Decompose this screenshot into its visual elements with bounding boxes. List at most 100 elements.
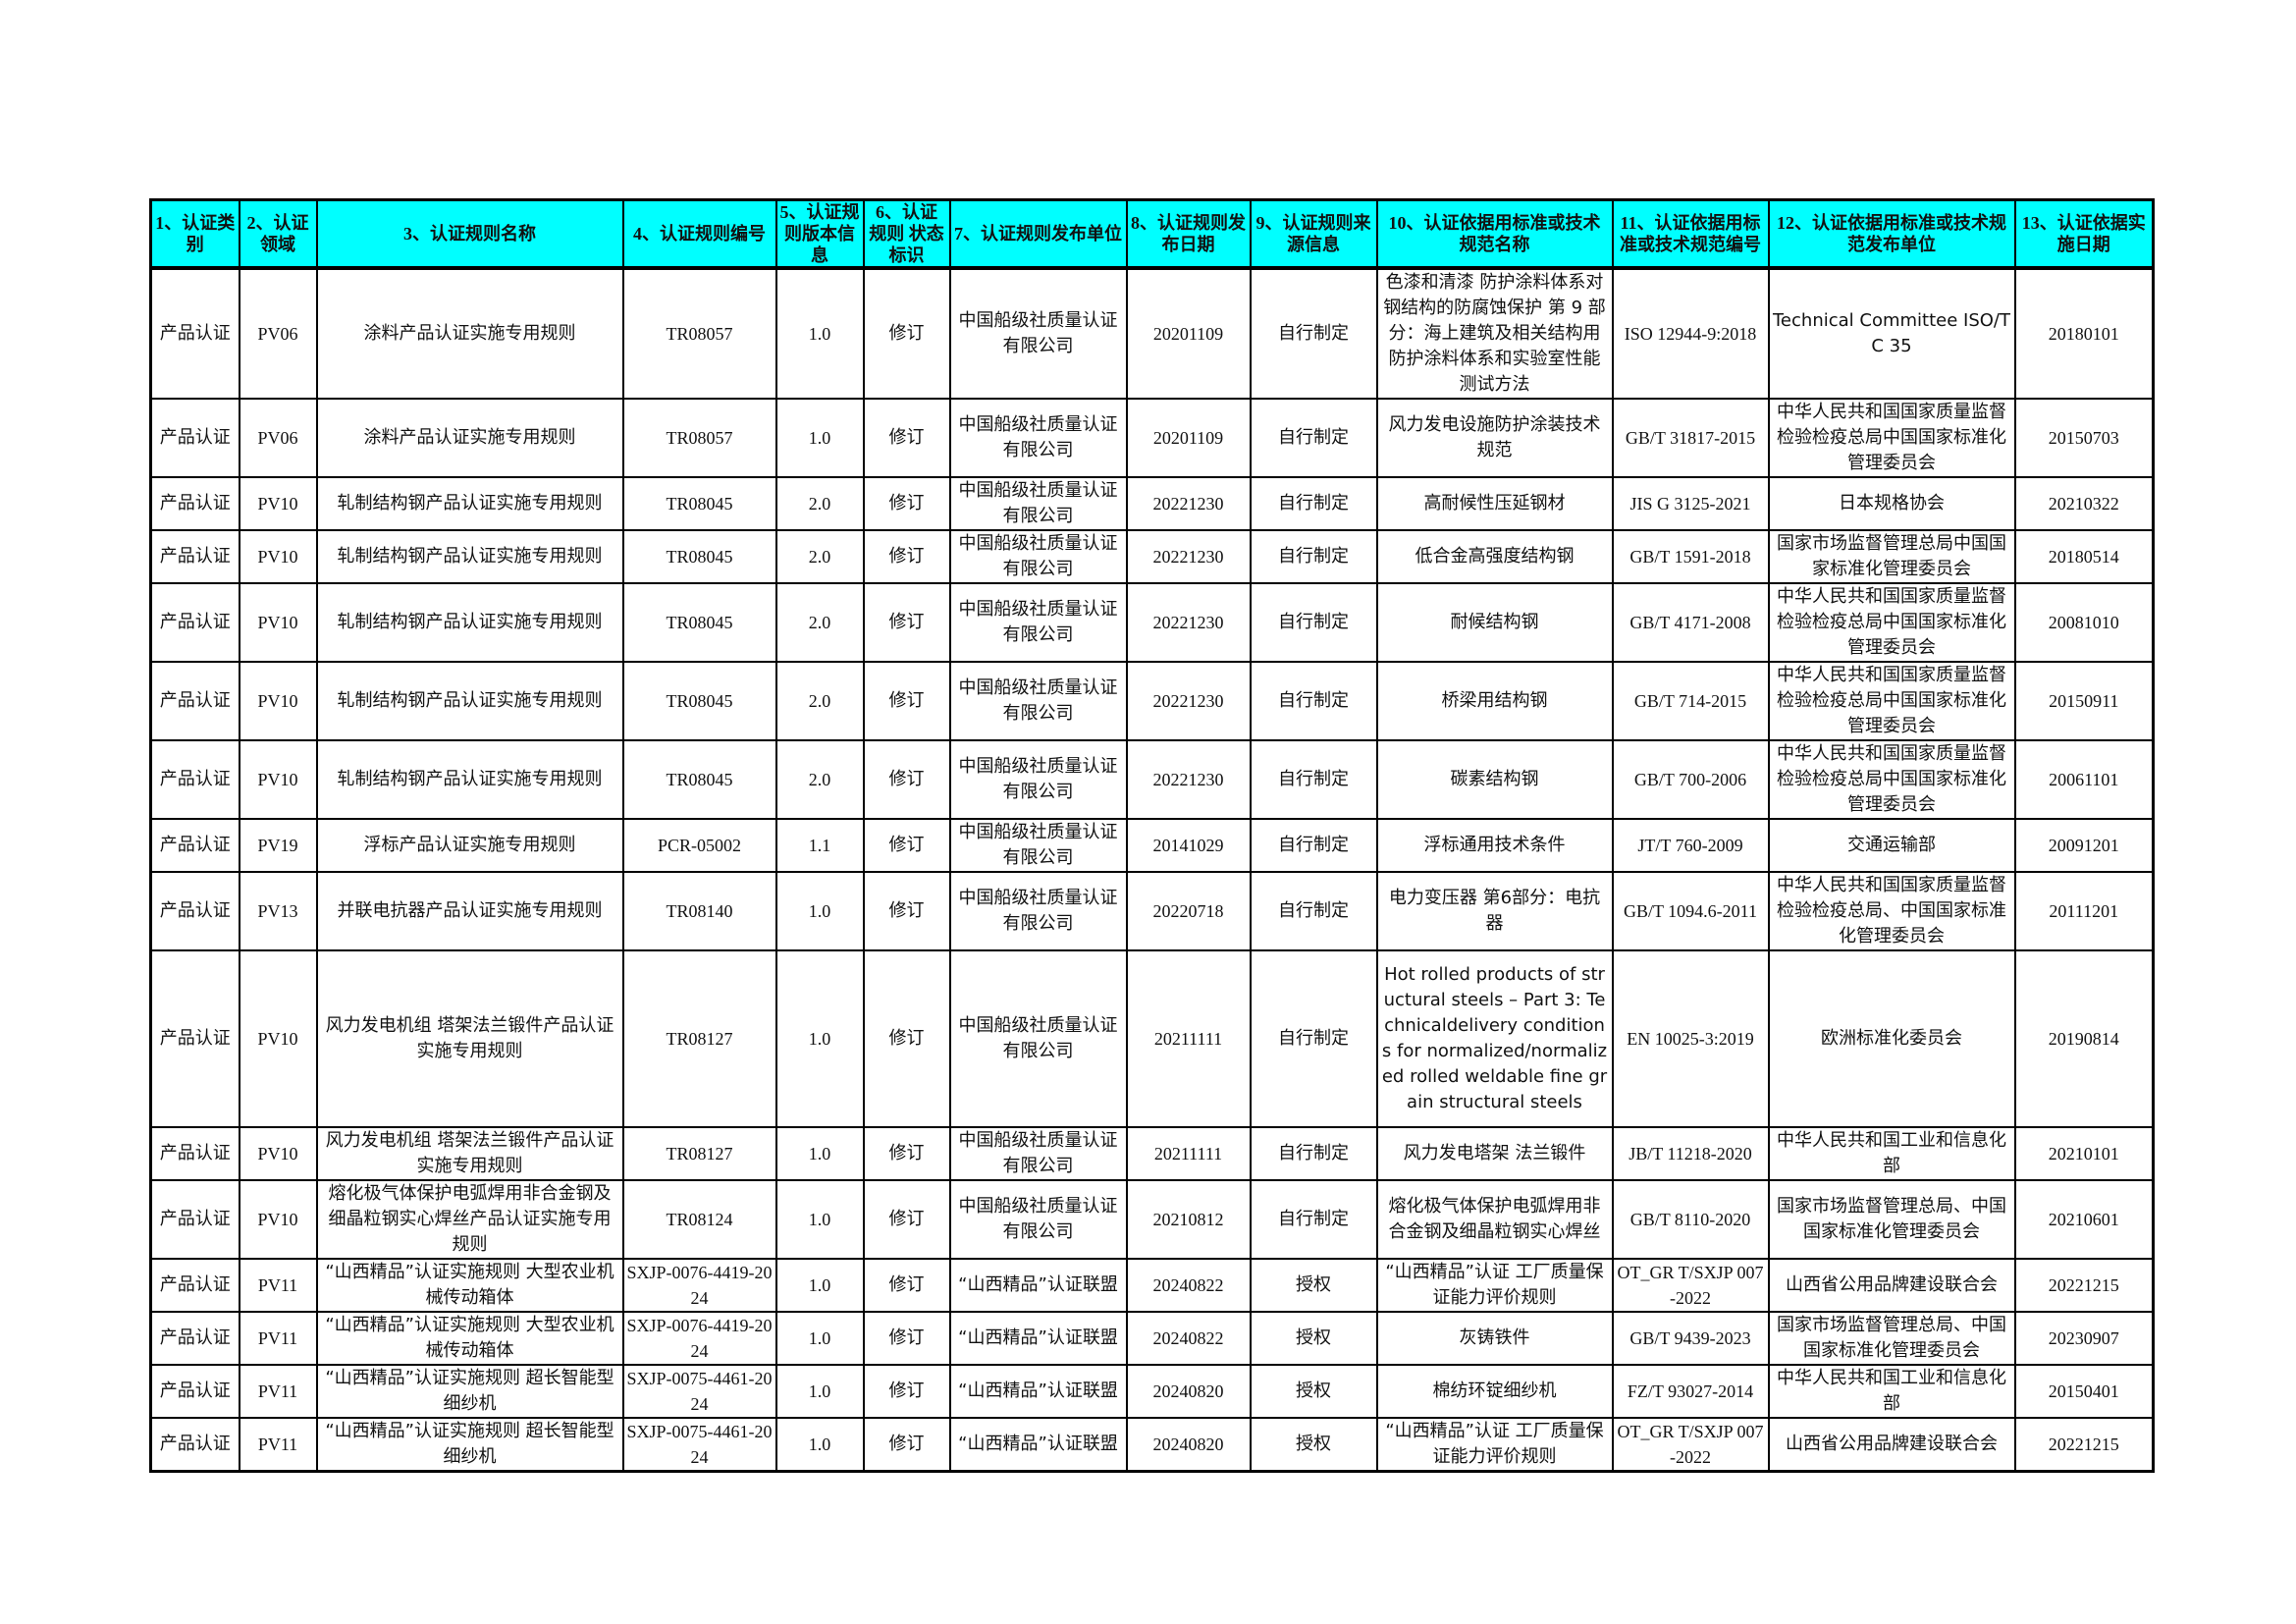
table-cell: 20221215 (2013, 1258, 2155, 1313)
table-cell: TR08124 (621, 1179, 777, 1260)
table-cell: JT/T 760-2009 (1611, 818, 1770, 873)
table-cell: JIS G 3125-2021 (1611, 476, 1770, 531)
table-cell: 中国船级社质量认证有限公司 (948, 739, 1128, 820)
table-cell: 自行制定 (1249, 529, 1378, 584)
table-cell: PV10 (238, 582, 318, 663)
table-cell: “山西精品”认证实施规则 超长智能型细纱机 (315, 1417, 624, 1473)
table-cell: 20111201 (2013, 871, 2155, 951)
table-cell: “山西精品”认证实施规则 大型农业机械传动箱体 (315, 1258, 624, 1313)
table-cell: PV10 (238, 739, 318, 820)
table-cell: 中国船级社质量认证有限公司 (948, 398, 1128, 478)
table-cell: 中国船级社质量认证有限公司 (948, 267, 1128, 400)
table-cell: 20221215 (2013, 1417, 2155, 1473)
table-cell: 修订 (862, 739, 951, 820)
column-header: 12、认证依据用标准或技术规范发布单位 (1767, 198, 2016, 270)
table-row: 产品认证 PV11 “山西精品”认证实施规则 大型农业机械传动箱体 SXJP-0076… (149, 1311, 2155, 1366)
table-cell: 1.0 (774, 1179, 865, 1260)
table-cell: TR08045 (621, 661, 777, 741)
table-cell: GB/T 1094.6-2011 (1611, 871, 1770, 951)
table-cell: 中国船级社质量认证有限公司 (948, 818, 1128, 873)
table-cell: 轧制结构钢产品认证实施专用规则 (315, 739, 624, 820)
table-cell: 1.0 (774, 1417, 865, 1473)
table-cell: 产品认证 (149, 267, 240, 400)
table-cell: SXJP-0076-4419-2024 (621, 1258, 777, 1313)
table-cell: 电力变压器 第6部分：电抗器 (1375, 871, 1614, 951)
table-cell: SXJP-0075-4461-2024 (621, 1417, 777, 1473)
table-cell: 自行制定 (1249, 398, 1378, 478)
table-cell: 修订 (862, 1417, 951, 1473)
table-row: 产品认证 PV06 涂料产品认证实施专用规则 TR08057 1.0 修订 中国船级社质量认… (149, 398, 2155, 478)
table-cell: EN 10025-3:2019 (1611, 949, 1770, 1128)
table-cell: 轧制结构钢产品认证实施专用规则 (315, 476, 624, 531)
table-cell: 2.0 (774, 582, 865, 663)
column-header: 2、认证领域 (238, 198, 318, 270)
column-header: 4、认证规则编号 (621, 198, 777, 270)
table-cell: 产品认证 (149, 1126, 240, 1181)
table-row: 产品认证 PV11 “山西精品”认证实施规则 超长智能型细纱机 SXJP-0075-4… (149, 1417, 2155, 1473)
table-cell: 20061101 (2013, 739, 2155, 820)
table-cell: 山西省公用品牌建设联合会 (1767, 1258, 2016, 1313)
table-cell: 自行制定 (1249, 661, 1378, 741)
table-cell: 自行制定 (1249, 949, 1378, 1128)
table-cell: 修订 (862, 1179, 951, 1260)
table-cell: PV11 (238, 1364, 318, 1419)
table-cell: 1.0 (774, 1126, 865, 1181)
table-row: 产品认证 PV11 “山西精品”认证实施规则 超长智能型细纱机 SXJP-0075-4… (149, 1364, 2155, 1419)
column-header: 7、认证规则发布单位 (948, 198, 1128, 270)
table-cell: 中华人民共和国国家质量监督检验检疫总局中国国家标准化管理委员会 (1767, 582, 2016, 663)
column-header: 5、认证规则版本信息 (774, 198, 865, 270)
table-cell: 自行制定 (1249, 1179, 1378, 1260)
table-row: 产品认证 PV10 风力发电机组 塔架法兰锻件产品认证实施专用规则 TR08127 1.… (149, 1126, 2155, 1181)
table-cell: 修订 (862, 949, 951, 1128)
column-header: 6、认证规则 状态标识 (862, 198, 951, 270)
table-cell: 20221230 (1125, 661, 1252, 741)
table-cell: 修订 (862, 1364, 951, 1419)
table-row: 产品认证 PV10 风力发电机组 塔架法兰锻件产品认证实施专用规则 TR08127 1.… (149, 949, 2155, 1128)
table-cell: 产品认证 (149, 1417, 240, 1473)
table-cell: 中华人民共和国国家质量监督检验检疫总局中国国家标准化管理委员会 (1767, 661, 2016, 741)
table-cell: 20220718 (1125, 871, 1252, 951)
table-cell: 20190814 (2013, 949, 2155, 1128)
table-cell: “山西精品”认证 工厂质量保证能力评价规则 (1375, 1417, 1614, 1473)
table-cell: GB/T 4171-2008 (1611, 582, 1770, 663)
table-cell: OT_GR T/SXJP 007-2022 (1611, 1258, 1770, 1313)
table-cell: 涂料产品认证实施专用规则 (315, 398, 624, 478)
table-cell: TR08045 (621, 582, 777, 663)
table-cell: SXJP-0076-4419-2024 (621, 1311, 777, 1366)
table-cell: FZ/T 93027-2014 (1611, 1364, 1770, 1419)
table-cell: 国家市场监督管理总局中国国家标准化管理委员会 (1767, 529, 2016, 584)
table-cell: 20240822 (1125, 1258, 1252, 1313)
table-cell: 碳素结构钢 (1375, 739, 1614, 820)
table-cell: TR08057 (621, 267, 777, 400)
table-cell: 1.0 (774, 949, 865, 1128)
table-cell: 20201109 (1125, 398, 1252, 478)
table-cell: 20240820 (1125, 1364, 1252, 1419)
table-cell: PV10 (238, 529, 318, 584)
table-cell: PV10 (238, 661, 318, 741)
table-cell: 轧制结构钢产品认证实施专用规则 (315, 582, 624, 663)
table-cell: 1.0 (774, 1258, 865, 1313)
table-cell: PV10 (238, 1179, 318, 1260)
table-cell: GB/T 9439-2023 (1611, 1311, 1770, 1366)
table-cell: “山西精品”认证联盟 (948, 1311, 1128, 1366)
table-cell: “山西精品”认证联盟 (948, 1417, 1128, 1473)
table-row: 产品认证 PV11 “山西精品”认证实施规则 大型农业机械传动箱体 SXJP-0076… (149, 1258, 2155, 1313)
table-row: 产品认证 PV10 轧制结构钢产品认证实施专用规则 TR08045 2.0 修订 中国船级社… (149, 476, 2155, 531)
table-cell: 风力发电机组 塔架法兰锻件产品认证实施专用规则 (315, 1126, 624, 1181)
table-cell: PV19 (238, 818, 318, 873)
table-cell: 产品认证 (149, 398, 240, 478)
table-cell: 修订 (862, 818, 951, 873)
table-cell: “山西精品”认证联盟 (948, 1258, 1128, 1313)
table-row: 产品认证 PV10 轧制结构钢产品认证实施专用规则 TR08045 2.0 修订 中国船级社… (149, 739, 2155, 820)
table-cell: 产品认证 (149, 476, 240, 531)
table-cell: PV11 (238, 1258, 318, 1313)
table-cell: TR08127 (621, 949, 777, 1128)
table-cell: 20221230 (1125, 739, 1252, 820)
table-cell: 产品认证 (149, 1258, 240, 1313)
table-cell: GB/T 1591-2018 (1611, 529, 1770, 584)
table-cell: 灰铸铁件 (1375, 1311, 1614, 1366)
table-cell: 20150911 (2013, 661, 2155, 741)
table-cell: 产品认证 (149, 661, 240, 741)
table-cell: 1.0 (774, 871, 865, 951)
table-cell: 20230907 (2013, 1311, 2155, 1366)
